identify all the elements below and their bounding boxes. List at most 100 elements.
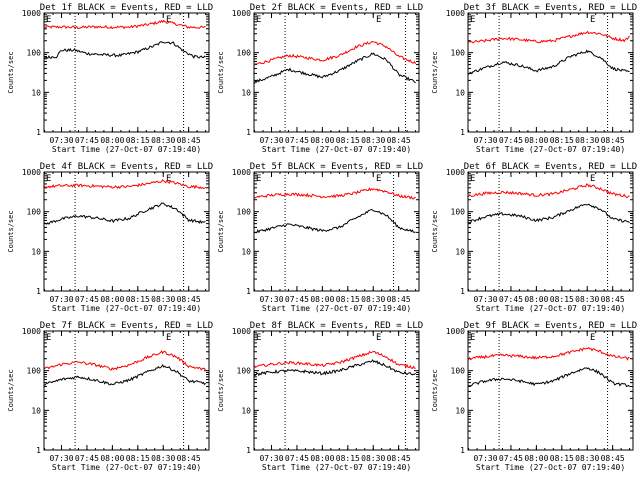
x-axis-label: Start Time (27-Oct-07 07:19:40) bbox=[262, 304, 411, 313]
detector-panel-4: Det 4f BLACK = Events, RED = LLD Counts/s… bbox=[7, 162, 213, 313]
x-tick-label: 08:45 bbox=[601, 454, 625, 463]
y-tick-label: 10 bbox=[241, 247, 251, 256]
panel-title: Det 5f BLACK = Events, RED = LLD bbox=[250, 162, 423, 172]
y-tick-label: 100 bbox=[27, 367, 42, 376]
corner-mark-left: E bbox=[256, 333, 261, 343]
detector-panel-7: Det 7f BLACK = Events, RED = LLD Counts/s… bbox=[7, 321, 213, 472]
detector-panel-2: Det 2f BLACK = Events, RED = LLD Counts/s… bbox=[217, 3, 423, 154]
detector-panel-6: Det 6f BLACK = Events, RED = LLD Counts/s… bbox=[431, 162, 637, 313]
x-tick-label: 08:15 bbox=[550, 136, 574, 145]
y-tick-label: 1 bbox=[246, 446, 251, 455]
y-tick-label: 100 bbox=[27, 49, 42, 58]
y-tick-label: 1000 bbox=[22, 168, 41, 177]
x-tick-label: 08:30 bbox=[361, 136, 385, 145]
x-tick-label: 08:15 bbox=[126, 454, 150, 463]
y-tick-label: 10 bbox=[455, 88, 465, 97]
x-tick-label: 07:30 bbox=[259, 295, 283, 304]
black-events-series bbox=[44, 41, 206, 60]
plot-frame bbox=[43, 12, 210, 133]
y-tick-label: 100 bbox=[237, 49, 252, 58]
x-tick-label: 08:45 bbox=[177, 295, 201, 304]
y-tick-label: 1 bbox=[36, 446, 41, 455]
corner-mark-right: E bbox=[590, 15, 595, 25]
x-tick-label: 08:00 bbox=[100, 136, 124, 145]
x-tick-label: 07:30 bbox=[49, 136, 73, 145]
y-tick-label: 1 bbox=[460, 287, 465, 296]
x-tick-label: 08:15 bbox=[550, 295, 574, 304]
y-tick-label: 1000 bbox=[446, 168, 465, 177]
y-axis-label: Counts/sec bbox=[7, 369, 15, 411]
x-tick-label: 08:00 bbox=[100, 295, 124, 304]
corner-mark-left: E bbox=[470, 333, 475, 343]
x-tick-label: 07:45 bbox=[499, 295, 523, 304]
x-tick-label: 08:45 bbox=[601, 136, 625, 145]
black-events-series bbox=[254, 208, 416, 234]
red-lld-series bbox=[468, 30, 630, 44]
x-tick-label: 08:00 bbox=[100, 454, 124, 463]
panel-title: Det 2f BLACK = Events, RED = LLD bbox=[250, 3, 423, 13]
red-lld-series bbox=[468, 346, 630, 361]
x-tick-label: 08:45 bbox=[387, 454, 411, 463]
corner-mark-right: E bbox=[376, 174, 381, 184]
x-tick-label: 08:45 bbox=[177, 454, 201, 463]
x-tick-label: 08:30 bbox=[575, 295, 599, 304]
y-axis-label: Counts/sec bbox=[431, 210, 439, 252]
y-axis-label: Counts/sec bbox=[217, 369, 225, 411]
y-tick-label: 1 bbox=[460, 446, 465, 455]
plot-frame bbox=[467, 12, 634, 133]
detector-panel-9: Det 9f BLACK = Events, RED = LLD Counts/s… bbox=[431, 321, 637, 472]
plot-frame bbox=[253, 12, 420, 133]
red-lld-series bbox=[254, 187, 416, 200]
black-events-series bbox=[468, 203, 630, 224]
black-events-series bbox=[44, 364, 206, 386]
y-axis-label: Counts/sec bbox=[431, 51, 439, 93]
panel-title: Det 9f BLACK = Events, RED = LLD bbox=[464, 321, 637, 331]
red-lld-series bbox=[44, 350, 207, 372]
plot-frame bbox=[253, 171, 420, 292]
corner-mark-left: E bbox=[470, 15, 475, 25]
y-tick-label: 10 bbox=[241, 406, 251, 415]
x-tick-label: 07:45 bbox=[285, 454, 309, 463]
x-tick-label: 07:45 bbox=[499, 136, 523, 145]
x-axis-label: Start Time (27-Oct-07 07:19:40) bbox=[476, 304, 625, 313]
corner-mark-left: E bbox=[46, 333, 51, 343]
x-tick-label: 08:00 bbox=[310, 295, 334, 304]
y-tick-label: 1000 bbox=[446, 9, 465, 18]
panel-title: Det 6f BLACK = Events, RED = LLD bbox=[464, 162, 637, 172]
x-tick-label: 07:30 bbox=[259, 136, 283, 145]
y-tick-label: 10 bbox=[455, 247, 465, 256]
y-tick-label: 100 bbox=[237, 367, 252, 376]
y-tick-label: 100 bbox=[451, 49, 466, 58]
corner-mark-right: E bbox=[590, 174, 595, 184]
x-tick-label: 08:00 bbox=[310, 136, 334, 145]
y-axis-label: Counts/sec bbox=[217, 51, 225, 93]
x-axis-label: Start Time (27-Oct-07 07:19:40) bbox=[476, 463, 625, 472]
red-lld-series bbox=[468, 183, 630, 198]
black-events-series bbox=[254, 359, 416, 377]
x-tick-label: 07:30 bbox=[49, 454, 73, 463]
corner-mark-right: E bbox=[166, 15, 171, 25]
detector-panel-5: Det 5f BLACK = Events, RED = LLD Counts/s… bbox=[217, 162, 423, 313]
x-tick-label: 07:30 bbox=[49, 295, 73, 304]
y-tick-label: 1 bbox=[460, 128, 465, 137]
red-lld-series bbox=[254, 350, 416, 369]
x-tick-label: 08:00 bbox=[310, 454, 334, 463]
panel-title: Det 8f BLACK = Events, RED = LLD bbox=[250, 321, 423, 331]
x-tick-label: 07:45 bbox=[75, 295, 99, 304]
y-tick-label: 1 bbox=[246, 128, 251, 137]
corner-mark-left: E bbox=[470, 174, 475, 184]
y-tick-label: 1 bbox=[36, 287, 41, 296]
x-tick-label: 08:15 bbox=[126, 136, 150, 145]
plot-frame bbox=[253, 330, 420, 451]
x-tick-label: 08:30 bbox=[361, 295, 385, 304]
y-tick-label: 1 bbox=[246, 287, 251, 296]
y-tick-label: 10 bbox=[31, 406, 41, 415]
corner-mark-left: E bbox=[256, 15, 261, 25]
x-tick-label: 08:30 bbox=[151, 454, 175, 463]
x-tick-label: 08:00 bbox=[524, 136, 548, 145]
y-tick-label: 10 bbox=[241, 88, 251, 97]
x-tick-label: 08:15 bbox=[336, 295, 360, 304]
plot-frame bbox=[467, 330, 634, 451]
corner-mark-left: E bbox=[256, 174, 261, 184]
